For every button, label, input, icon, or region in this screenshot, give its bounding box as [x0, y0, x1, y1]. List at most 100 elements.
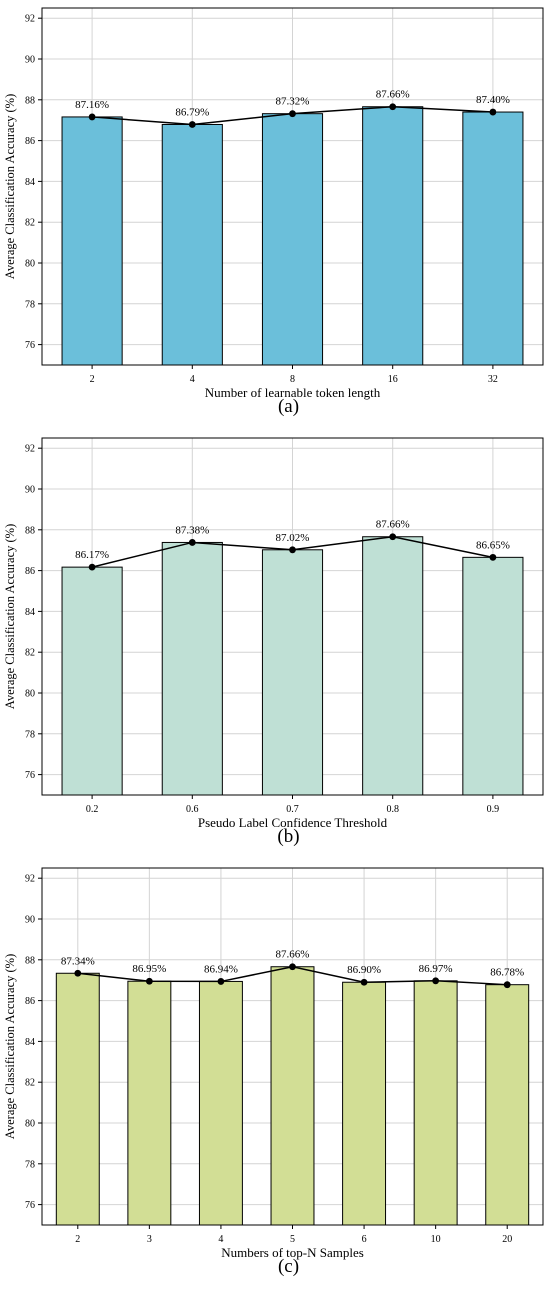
data-point — [503, 981, 511, 989]
chart-panel-c: 87.34% 86.95% 86.94% 87.66% 86.90% 86.97% 86.7… — [0, 860, 550, 1291]
chart-b: 86.17% 87.38% 87.02% 87.66% 86.65% 76 78 80 82 84… — [3, 437, 544, 847]
data-point — [489, 553, 497, 561]
data-label: 87.02% — [276, 532, 310, 544]
data-label: 86.94% — [204, 963, 238, 975]
data-point — [289, 110, 296, 118]
data-point — [389, 533, 397, 541]
y-tick-label: 92 — [25, 874, 35, 885]
y-tick-label: 88 — [25, 95, 35, 106]
data-label: 86.97% — [419, 963, 453, 975]
bar — [413, 980, 458, 1226]
data-point — [88, 113, 96, 121]
y-tick-label: 88 — [25, 525, 35, 536]
data-point — [389, 103, 397, 111]
x-tick-label: 10 — [431, 1234, 441, 1245]
x-tick-label: 0.2 — [86, 804, 99, 815]
y-tick-label: 84 — [25, 177, 35, 188]
data-point — [88, 563, 96, 571]
data-label: 87.66% — [376, 89, 410, 101]
data-point — [188, 121, 196, 128]
bar — [462, 111, 524, 366]
x-axis-label: Numbers of top-N Samples — [221, 1245, 364, 1260]
y-tick-label: 76 — [25, 1200, 35, 1211]
data-label: 86.95% — [132, 963, 166, 975]
x-tick-label: 5 — [290, 1234, 295, 1245]
chart-a: 87.16%86.79%87.32%87.66% 87.40%7678808284… — [3, 7, 544, 417]
y-tick-label: 86 — [25, 996, 35, 1007]
y-axis-label: Average Classification Accuracy (%) — [3, 954, 17, 1139]
data-point — [432, 977, 440, 985]
x-tick-label: 6 — [362, 1234, 367, 1245]
data-point — [217, 978, 225, 985]
y-tick-label: 76 — [25, 770, 35, 781]
bar — [362, 106, 424, 366]
data-label: 87.66% — [276, 949, 310, 961]
x-axis-label: Pseudo Label Confidence Threshold — [198, 815, 388, 830]
panel-caption: (c) — [278, 1256, 299, 1277]
data-point — [145, 977, 153, 985]
chart-c: 87.34% 86.95% 86.94% 87.66% 86.90% 86.97% 86.7… — [3, 867, 544, 1277]
y-tick-label: 82 — [25, 1078, 35, 1089]
bar — [61, 116, 123, 366]
panel-caption: (b) — [277, 826, 299, 847]
y-tick-label: 80 — [25, 1119, 35, 1130]
data-point — [489, 108, 497, 116]
bar — [485, 984, 530, 1226]
y-tick-label: 82 — [25, 218, 35, 229]
bar — [462, 556, 524, 796]
y-tick-label: 92 — [25, 14, 35, 25]
bar — [198, 980, 243, 1226]
data-label: 87.38% — [175, 524, 209, 536]
bar — [161, 123, 223, 366]
data-label: 86.65% — [476, 539, 510, 551]
x-tick-label: 4 — [190, 374, 195, 385]
bar — [55, 972, 100, 1226]
x-tick-label: 2 — [75, 1234, 80, 1245]
bar — [161, 541, 223, 796]
y-tick-label: 76 — [25, 340, 35, 351]
y-tick-label: 92 — [25, 444, 35, 455]
bar — [261, 113, 324, 366]
data-label: 86.90% — [347, 964, 381, 976]
data-point — [188, 539, 196, 546]
bar — [342, 981, 387, 1226]
x-tick-label: 2 — [90, 374, 95, 385]
data-label: 87.40% — [476, 94, 510, 106]
bar — [61, 566, 123, 796]
y-tick-label: 90 — [25, 485, 35, 496]
x-axis-label: Number of learnable token length — [205, 385, 381, 400]
y-tick-label: 78 — [25, 729, 35, 740]
x-tick-label: 4 — [218, 1234, 223, 1245]
data-point — [289, 546, 296, 554]
data-label: 86.17% — [75, 549, 109, 561]
y-tick-label: 80 — [25, 259, 35, 270]
y-tick-label: 86 — [25, 136, 35, 147]
data-label: 86.79% — [175, 106, 209, 118]
x-tick-label: 0.9 — [487, 804, 500, 815]
y-tick-label: 86 — [25, 566, 35, 577]
bar — [261, 549, 324, 796]
bar — [270, 966, 315, 1226]
x-tick-label: 32 — [488, 374, 498, 385]
data-label: 87.66% — [376, 519, 410, 531]
x-tick-label: 16 — [388, 374, 398, 385]
y-tick-label: 80 — [25, 689, 35, 700]
data-label: 87.34% — [61, 955, 95, 967]
data-label: 87.32% — [276, 96, 310, 108]
chart-panel-b: 86.17% 87.38% 87.02% 87.66% 86.65% 76 78 80 82 84… — [0, 430, 550, 860]
x-tick-label: 0.8 — [386, 804, 399, 815]
y-axis-label: Average Classification Accuracy (%) — [3, 524, 17, 709]
data-point — [360, 978, 368, 986]
y-tick-label: 84 — [25, 1037, 35, 1048]
x-tick-label: 20 — [502, 1234, 512, 1245]
panel-caption: (a) — [278, 396, 299, 417]
y-tick-label: 78 — [25, 299, 35, 310]
y-tick-label: 90 — [25, 915, 35, 926]
y-tick-label: 84 — [25, 607, 35, 618]
x-tick-label: 0.6 — [186, 804, 199, 815]
data-label: 86.78% — [490, 967, 524, 979]
y-tick-label: 90 — [25, 55, 35, 66]
y-tick-label: 82 — [25, 648, 35, 659]
data-point — [74, 969, 82, 977]
data-point — [289, 963, 296, 971]
